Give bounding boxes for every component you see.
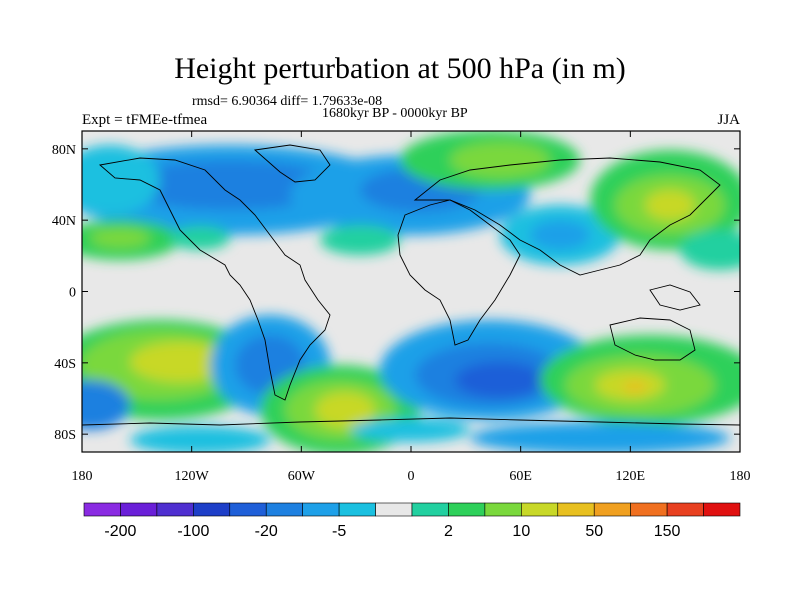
lat-label: 0 (69, 286, 76, 301)
lon-label: 60W (288, 469, 316, 484)
contour-field (82, 131, 740, 452)
colorbar-swatch (557, 502, 595, 517)
lon-label: 120E (616, 469, 646, 484)
lat-label: 80S (54, 428, 76, 443)
colorbar: -200 -100 -20 -5 2 10 50 150 (83, 502, 741, 540)
lon-label: 0 (408, 469, 415, 484)
colorbar-swatch (338, 502, 376, 517)
lon-label: 60E (509, 469, 532, 484)
colorbar-label: -100 (177, 523, 209, 540)
colorbar-swatch (703, 502, 741, 517)
lat-label: 40S (54, 357, 76, 372)
colorbar-label: -5 (332, 523, 346, 540)
colorbar-swatch (375, 502, 413, 517)
colorbar-swatch (666, 502, 704, 517)
colorbar-swatch (193, 502, 231, 517)
colorbar-label: 10 (512, 523, 530, 540)
colorbar-swatch (302, 502, 340, 517)
colorbar-swatch (484, 502, 522, 517)
colorbar-swatch (83, 502, 121, 517)
colorbar-label: 150 (654, 523, 681, 540)
colorbar-swatch (156, 502, 194, 517)
colorbar-label: 2 (444, 523, 453, 540)
experiment-label: Expt = tFMEe-tfmea (82, 112, 208, 128)
longitude-axis: 180 120W 60W 0 60E 120E 180 (72, 131, 751, 484)
colorbar-label: -20 (255, 523, 278, 540)
lon-label: 180 (730, 469, 751, 484)
colorbar-swatch (265, 502, 303, 517)
stats-text: rmsd= 6.90364 diff= 1.79633e-08 (192, 94, 383, 109)
colorbar-swatch (229, 502, 267, 517)
lat-label: 80N (52, 143, 76, 158)
colorbar-swatch (448, 502, 486, 517)
latitude-axis: 80N 40N 0 40S 80S (52, 143, 740, 443)
colorbar-swatch (593, 502, 631, 517)
colorbar-label: -200 (104, 523, 136, 540)
colorbar-swatch (521, 502, 559, 517)
period-text: 1680kyr BP - 0000kyr BP (322, 106, 468, 121)
colorbar-swatch (120, 502, 158, 517)
lon-label: 180 (72, 469, 93, 484)
map-title: Height perturbation at 500 hPa (in m) (174, 52, 626, 85)
colorbar-swatch (411, 502, 449, 517)
lat-label: 40N (52, 214, 76, 229)
colorbar-label: 50 (585, 523, 603, 540)
colorbar-swatch (630, 502, 668, 517)
coastlines (82, 144, 740, 426)
season-label: JJA (717, 112, 740, 128)
lon-label: 120W (175, 469, 210, 484)
